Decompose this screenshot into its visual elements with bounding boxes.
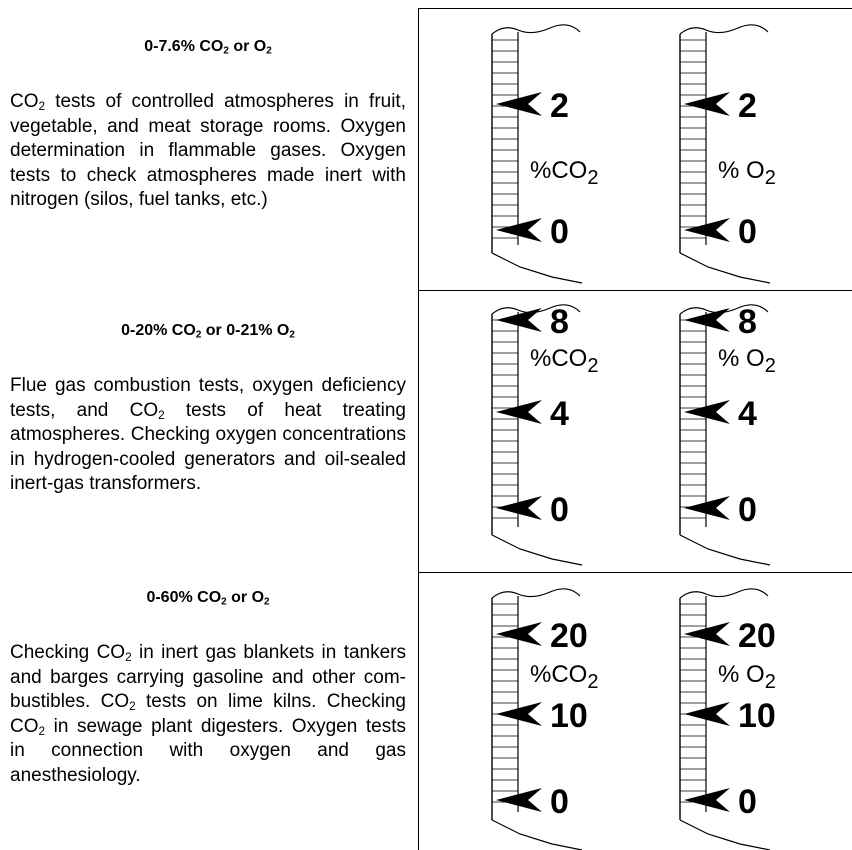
unit-subscript: 2 — [765, 167, 776, 189]
table-divider-2 — [418, 572, 852, 573]
unit-subscript: 2 — [765, 355, 776, 377]
unit-label: % O2 — [718, 661, 776, 693]
text-run: in sewage plant digesters. Oxygen tests … — [10, 715, 406, 786]
section-1-heading: 0-7.6% CO2 or O2 — [144, 38, 272, 57]
gauge-s2-co2: 8 4 0 %CO2 — [491, 303, 598, 566]
subscript: 2 — [38, 99, 46, 113]
tube-bottom-edge — [491, 534, 583, 566]
tube-bottom-edge — [491, 252, 583, 284]
unit-label: %CO2 — [530, 345, 598, 377]
unit-subscript: 2 — [587, 671, 598, 693]
section-2-heading: 0-20% CO2 or 0-21% O2 — [121, 322, 295, 341]
tube-top-edge — [679, 588, 769, 599]
scale-arrow — [684, 308, 730, 332]
unit-label: % O2 — [718, 157, 776, 189]
scale-arrow — [496, 92, 542, 116]
text-run: tests of controlled atmospheres in fruit… — [10, 91, 406, 210]
scale-arrow — [684, 218, 730, 242]
scale-arrow — [684, 622, 730, 646]
tube-top-edge — [679, 24, 769, 35]
text-run: tests of heat treating atmospheres. Chec… — [10, 399, 406, 495]
gauge-s1-o2: 2 0 % O2 — [679, 24, 776, 284]
scale-value-label: 0 — [550, 213, 569, 251]
text-run: Checking CO — [10, 642, 126, 663]
scale-value-label: 20 — [738, 617, 776, 655]
scale-value-label: 0 — [550, 491, 569, 529]
scale-value-label: 0 — [550, 783, 569, 821]
text-run: in inert gas blankets in tankers and bar… — [10, 642, 406, 712]
scale-arrow — [684, 92, 730, 116]
scale-value-label: 0 — [738, 491, 757, 529]
text-run: Flue gas combustion tests, oxygen defici… — [10, 375, 406, 421]
scale-arrow — [684, 702, 730, 726]
subscript: 2 — [129, 699, 136, 713]
unit-subscript: 2 — [765, 671, 776, 693]
scale-arrow — [684, 400, 730, 424]
table-divider-1 — [418, 290, 852, 291]
gauge-s2-o2: 8 4 0 % O2 — [679, 303, 776, 566]
unit-label: %CO2 — [530, 661, 598, 693]
scale-value-label: 8 — [738, 303, 757, 341]
section-3-heading: 0-60% CO2 or O2 — [146, 589, 270, 608]
text-run: CO — [10, 91, 39, 112]
section-1-description: CO2 tests of controlled atmospheres in f… — [10, 90, 406, 213]
scale-arrow — [496, 702, 542, 726]
tube-top-edge — [491, 588, 581, 599]
scale-value-label: 0 — [738, 213, 757, 251]
scale-value-label: 8 — [550, 303, 569, 341]
section-3-text: 0-60% CO2 or O2 Checking CO2 in inert ga… — [10, 589, 406, 788]
scale-arrow — [684, 788, 730, 812]
subscript: 2 — [158, 408, 165, 422]
unit-subscript: 2 — [587, 167, 598, 189]
section-3-description: Checking CO2 in inert gas blankets in ta… — [10, 641, 406, 788]
scale-value-label: 10 — [738, 697, 776, 735]
subscript: 2 — [125, 650, 132, 664]
scale-arrow — [496, 788, 542, 812]
gauge-s3-co2: 20 10 0 %CO2 — [491, 588, 598, 850]
tube-bottom-edge — [679, 819, 771, 850]
scale-arrow — [496, 400, 542, 424]
scale-value-label: 4 — [738, 395, 757, 433]
scale-value-label: 0 — [738, 783, 757, 821]
scale-arrow — [496, 218, 542, 242]
table-top-border — [418, 8, 852, 9]
gauge-s3-o2: 20 10 0 % O2 — [679, 588, 776, 850]
section-2-description: Flue gas combustion tests, oxygen defici… — [10, 374, 406, 497]
scale-arrow — [496, 308, 542, 332]
subscript: 2 — [38, 724, 46, 738]
scale-value-label: 10 — [550, 697, 588, 735]
scale-arrow — [496, 622, 542, 646]
section-2-text: 0-20% CO2 or 0-21% O2 Flue gas combustio… — [10, 322, 406, 497]
scale-arrow — [684, 496, 730, 520]
section-1-text: 0-7.6% CO2 or O2 CO2 tests of controlled… — [10, 38, 406, 213]
unit-label: %CO2 — [530, 157, 598, 189]
scale-value-label: 2 — [738, 87, 757, 125]
scale-value-label: 4 — [550, 395, 569, 433]
tube-top-edge — [491, 24, 581, 35]
scale-arrow — [496, 496, 542, 520]
gauge-s1-co2: 2 0 %CO2 — [491, 24, 598, 284]
tube-bottom-edge — [679, 252, 771, 284]
scale-value-label: 20 — [550, 617, 588, 655]
tube-bottom-edge — [491, 819, 583, 850]
scale-value-label: 2 — [550, 87, 569, 125]
text-run: tests on lime kilns. Checking CO — [10, 691, 406, 737]
tube-bottom-edge — [679, 534, 771, 566]
unit-subscript: 2 — [587, 355, 598, 377]
unit-label: % O2 — [718, 345, 776, 377]
diagram-column — [418, 8, 852, 850]
